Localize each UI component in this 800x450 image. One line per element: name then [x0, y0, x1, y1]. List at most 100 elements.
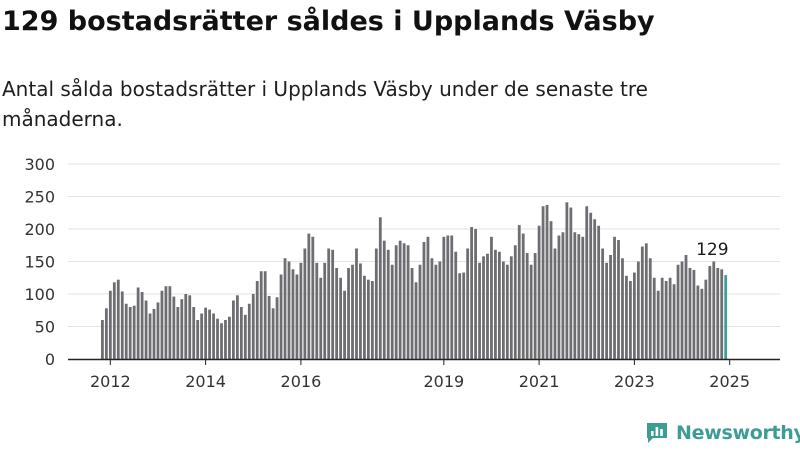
brand-name: Newsworthy [676, 422, 800, 444]
bar [625, 275, 628, 359]
bar [188, 295, 192, 359]
bar [704, 279, 708, 359]
bar [208, 309, 211, 359]
bar [617, 240, 620, 359]
x-tick-label: 2025 [709, 372, 750, 391]
x-axis: 2012 2014 2016 2019 2021 2023 2025 [68, 358, 780, 391]
bar [382, 240, 386, 359]
bar [359, 263, 362, 359]
x-tick-label: 2021 [519, 372, 560, 391]
bar [108, 290, 112, 359]
bar [509, 256, 513, 359]
bar [470, 227, 474, 359]
bar [386, 249, 390, 359]
bar [307, 233, 311, 359]
bar [716, 268, 720, 359]
bar [204, 307, 208, 359]
bar [279, 274, 283, 359]
bar [684, 255, 688, 359]
bar [573, 232, 577, 359]
bar [331, 249, 335, 359]
newsworthy-brand[interactable]: Newsworthy [644, 418, 800, 448]
bar [347, 268, 350, 359]
bar [636, 261, 640, 359]
bar [442, 236, 446, 359]
bar [311, 236, 315, 359]
bar [688, 268, 692, 359]
bar [430, 258, 434, 359]
bar [132, 305, 136, 359]
bar [712, 261, 716, 359]
bar [255, 281, 259, 359]
bar [640, 246, 644, 359]
bar [212, 313, 215, 359]
bar [410, 268, 414, 359]
bar [501, 261, 505, 359]
bar [351, 264, 354, 359]
bar [235, 295, 239, 359]
bar [521, 233, 525, 359]
x-tick-label: 2019 [423, 372, 464, 391]
bar [140, 292, 144, 359]
bar [533, 253, 537, 359]
highlighted-bar [724, 275, 728, 359]
bar [486, 253, 489, 359]
bar [394, 245, 398, 359]
bar [148, 313, 152, 359]
bar [525, 253, 529, 359]
bar [569, 207, 573, 359]
bar [458, 273, 462, 359]
y-tick-label: 150 [24, 253, 55, 272]
bar [454, 251, 458, 359]
bar [482, 256, 485, 359]
bar [327, 248, 331, 359]
highlight-value-label: 129 [696, 240, 728, 260]
x-tick-label: 2016 [281, 372, 322, 391]
bar [553, 248, 557, 359]
bar [613, 236, 616, 359]
bar [398, 240, 402, 359]
bar [128, 307, 132, 359]
bar [259, 271, 263, 359]
bar [319, 277, 323, 359]
bar [474, 229, 477, 359]
bar [184, 294, 188, 359]
bar [490, 236, 493, 359]
bar [295, 274, 299, 359]
bar [366, 279, 370, 359]
bar [402, 243, 406, 359]
bar [168, 286, 172, 359]
bar [720, 269, 724, 359]
bar [557, 235, 561, 359]
chart-subtitle: Antal sålda bostadsrätter i Upplands Väs… [2, 77, 648, 131]
bar [513, 245, 517, 359]
bar [629, 281, 632, 359]
bar [632, 272, 636, 359]
bar [422, 242, 426, 359]
x-tick-label: 2014 [185, 372, 226, 391]
bar [656, 290, 660, 359]
y-axis-labels: 0 50 100 150 200 250 300 [24, 155, 55, 369]
bar [299, 262, 303, 359]
bar [378, 217, 382, 359]
bar [323, 262, 327, 359]
bar [339, 277, 342, 359]
bar [124, 303, 128, 359]
bars: 129 [101, 202, 729, 359]
bar [116, 279, 120, 359]
bar [529, 264, 533, 359]
bar [561, 232, 565, 359]
bar [545, 204, 549, 359]
bar [446, 235, 450, 359]
bar [156, 302, 160, 359]
bar [101, 320, 104, 359]
bar [414, 282, 418, 359]
bar [303, 248, 307, 359]
bar [263, 271, 267, 359]
bar [605, 262, 608, 359]
y-tick-label: 0 [45, 350, 55, 369]
newsworthy-logo-icon [647, 423, 667, 443]
bar [335, 268, 339, 359]
bar [652, 277, 656, 359]
